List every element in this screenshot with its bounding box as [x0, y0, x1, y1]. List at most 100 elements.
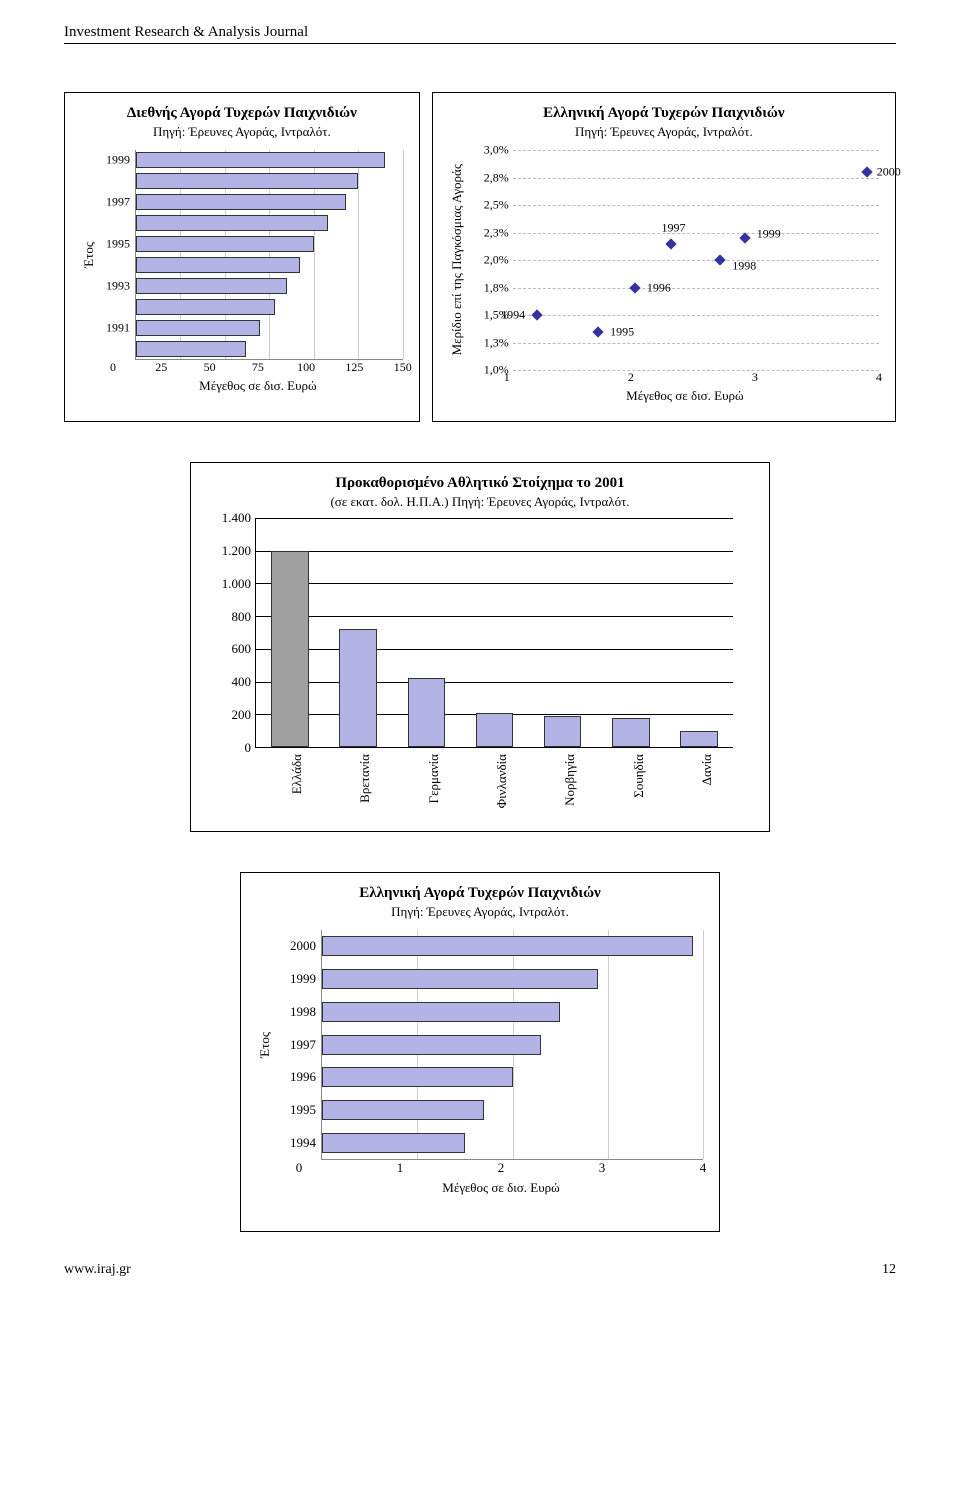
- chart3-subtitle: (σε εκατ. δoλ. Η.Π.Α.) Πηγή: Έρευνες Αγο…: [207, 494, 753, 510]
- chart2-ytick: 3,0%: [484, 143, 513, 158]
- chart2-point-label: 1995: [610, 324, 634, 339]
- chart3-plot-wrap: 02004006008001.0001.2001.400: [207, 518, 753, 748]
- chart3-ytick: 1.000: [222, 576, 255, 592]
- chart3-ytick: 1.400: [222, 510, 255, 526]
- chart1-box: Διεθνής Αγορά Τυχερών Παιχνιδιών Πηγή: Έ…: [64, 92, 420, 422]
- chart4-ycat: 1994: [290, 1135, 322, 1151]
- chart3-bar: [408, 678, 445, 747]
- chart1-bar: [136, 173, 358, 189]
- chart4-xtick: 2: [498, 1160, 505, 1176]
- chart3-bar: [271, 551, 308, 747]
- chart2-xlabel: Μέγεθος σε δισ. Ευρώ: [491, 388, 879, 404]
- chart2-point-label: 1999: [757, 227, 781, 242]
- chart1-bar: [136, 257, 300, 273]
- chart1-xtick: 125: [345, 360, 363, 375]
- chart3-gridline: [256, 682, 733, 683]
- chart1-bar: [136, 278, 287, 294]
- chart2-ytick: 2,5%: [484, 198, 513, 213]
- chart3-ytick: 1.200: [222, 543, 255, 559]
- chart2-point-label: 2000: [877, 165, 901, 180]
- chart2-gridline: [513, 178, 879, 179]
- header-rule: [64, 43, 896, 44]
- chart4-bar: [322, 936, 693, 956]
- chart2-xtick: 1: [504, 370, 510, 385]
- chart1-ylabel: Έτος: [81, 242, 97, 268]
- chart3-ytick: 0: [245, 740, 256, 756]
- chart3-xtick: Βρετανία: [357, 754, 373, 803]
- chart2-ylabel: Μερίδιο επί της Παγκόσμιας Αγοράς: [449, 164, 465, 355]
- chart3-xtick: Σουηδία: [631, 754, 647, 798]
- footer-page-number: 12: [882, 1262, 896, 1278]
- chart4-source: Πηγή: Έρευνες Αγοράς, Ιντραλότ.: [257, 904, 703, 920]
- chart3-gridline: [256, 518, 733, 519]
- chart1-plot-wrap: Έτος 19991997199519931991: [81, 150, 403, 360]
- page-footer: www.iraj.gr 12: [64, 1262, 896, 1278]
- chart1-xtick: 25: [155, 360, 167, 375]
- chart1-xtick: 50: [204, 360, 216, 375]
- chart1-xtick: 75: [252, 360, 264, 375]
- chart3-bar: [612, 718, 649, 747]
- chart1-bar: [136, 215, 328, 231]
- chart2-point-label: 1998: [732, 259, 756, 274]
- top-row: Διεθνής Αγορά Τυχερών Παιχνιδιών Πηγή: Έ…: [64, 92, 896, 422]
- chart2-gridline: [513, 150, 879, 151]
- chart1-xticks: 0255075100125150: [113, 360, 403, 376]
- chart3-xtick: Νορβηγία: [562, 754, 578, 806]
- chart4-gridline: [608, 930, 609, 1159]
- page: Investment Research & Analysis Journal Δ…: [0, 0, 960, 1318]
- chart3-bar: [544, 716, 581, 747]
- chart2-ytick: 2,8%: [484, 170, 513, 185]
- chart3-gridline: [256, 583, 733, 584]
- chart4-bar: [322, 969, 598, 989]
- chart3-bar: [680, 731, 717, 747]
- chart4-title: Ελληνική Αγορά Τυχερών Παιχνιδιών: [257, 885, 703, 902]
- chart4-xlabel: Μέγεθος σε δισ. Ευρώ: [299, 1180, 703, 1196]
- chart2-marker: [715, 254, 726, 265]
- chart3-xtick: Δανία: [699, 754, 715, 785]
- chart2-point-label: 1996: [647, 280, 671, 295]
- chart2-point-label: 1994: [501, 308, 525, 323]
- chart2-title: Ελληνική Αγορά Τυχερών Παιχνιδιών: [449, 105, 879, 122]
- chart3-bar: [339, 629, 376, 747]
- chart1-bar: [136, 320, 260, 336]
- chart2-marker: [629, 282, 640, 293]
- chart1-title: Διεθνής Αγορά Τυχερών Παιχνιδιών: [81, 105, 403, 122]
- chart4-xtick: 4: [700, 1160, 707, 1176]
- chart4-xtick: 1: [397, 1160, 404, 1176]
- chart1-ycat: 1991: [106, 320, 136, 335]
- journal-header: Investment Research & Analysis Journal: [64, 24, 896, 41]
- chart2-ytick: 1,3%: [484, 335, 513, 350]
- chart2-gridline: [513, 260, 879, 261]
- chart4-ycat: 1999: [290, 971, 322, 987]
- chart3-xtick: Γερμανία: [426, 754, 442, 803]
- chart3-ytick: 400: [232, 674, 256, 690]
- chart4-ylabel: Έτος: [257, 1032, 273, 1058]
- chart1-bar: [136, 341, 246, 357]
- chart4-bar: [322, 1100, 484, 1120]
- chart1-ycat: 1993: [106, 278, 136, 293]
- chart4-ycat: 1996: [290, 1069, 322, 1085]
- chart2-gridline: [513, 288, 879, 289]
- chart1-gridline: [403, 150, 404, 359]
- chart2-gridline: [513, 343, 879, 344]
- chart1-bar: [136, 152, 385, 168]
- chart4-gridline: [703, 930, 704, 1159]
- chart2-box: Ελληνική Αγορά Τυχερών Παιχνιδιών Πηγή: …: [432, 92, 896, 422]
- chart1-xtick: 0: [110, 360, 116, 375]
- chart4-bar: [322, 1133, 465, 1153]
- chart3-ytick: 800: [232, 609, 256, 625]
- chart3-gridline: [256, 616, 733, 617]
- chart3-box: Προκαθορισμένο Αθλητικό Στοίχημα το 2001…: [190, 462, 770, 832]
- chart1-plot: 19991997199519931991: [135, 150, 403, 360]
- chart1-gridline: [358, 150, 359, 359]
- chart2-gridline: [513, 233, 879, 234]
- chart2-ytick: 2,0%: [484, 253, 513, 268]
- chart3-gridline: [256, 649, 733, 650]
- chart4-bar: [322, 1002, 560, 1022]
- chart4-ycat: 1995: [290, 1102, 322, 1118]
- chart4-bar: [322, 1067, 513, 1087]
- chart2-plot-wrap: Μερίδιο επί της Παγκόσμιας Αγοράς 1,0%1,…: [449, 150, 879, 370]
- chart3-ytick: 200: [232, 707, 256, 723]
- chart1-bar: [136, 299, 275, 315]
- chart2-gridline: [513, 205, 879, 206]
